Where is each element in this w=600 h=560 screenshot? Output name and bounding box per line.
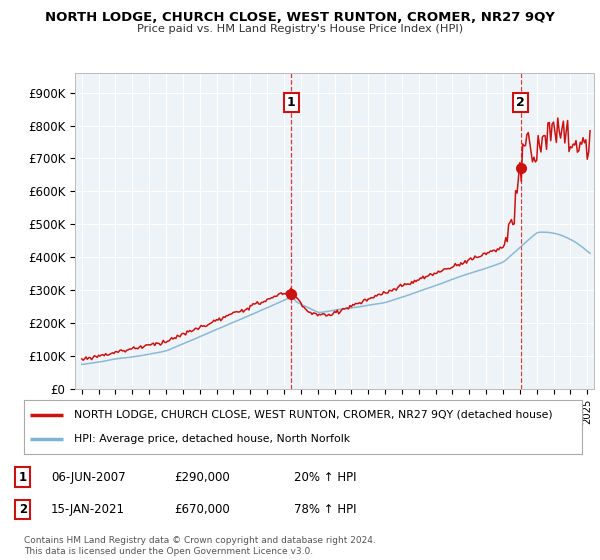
Text: 1: 1 [19,470,27,484]
Text: 1: 1 [287,96,296,109]
Text: HPI: Average price, detached house, North Norfolk: HPI: Average price, detached house, Nort… [74,434,350,444]
Text: Price paid vs. HM Land Registry's House Price Index (HPI): Price paid vs. HM Land Registry's House … [137,24,463,34]
Text: Contains HM Land Registry data © Crown copyright and database right 2024.
This d: Contains HM Land Registry data © Crown c… [24,536,376,556]
Text: NORTH LODGE, CHURCH CLOSE, WEST RUNTON, CROMER, NR27 9QY (detached house): NORTH LODGE, CHURCH CLOSE, WEST RUNTON, … [74,410,553,420]
Text: 15-JAN-2021: 15-JAN-2021 [51,503,125,516]
Text: 06-JUN-2007: 06-JUN-2007 [51,470,125,484]
Text: 2: 2 [19,503,27,516]
Text: £290,000: £290,000 [174,470,230,484]
Text: 78% ↑ HPI: 78% ↑ HPI [294,503,356,516]
Text: 20% ↑ HPI: 20% ↑ HPI [294,470,356,484]
Text: £670,000: £670,000 [174,503,230,516]
Text: 2: 2 [516,96,525,109]
Text: NORTH LODGE, CHURCH CLOSE, WEST RUNTON, CROMER, NR27 9QY: NORTH LODGE, CHURCH CLOSE, WEST RUNTON, … [45,11,555,24]
